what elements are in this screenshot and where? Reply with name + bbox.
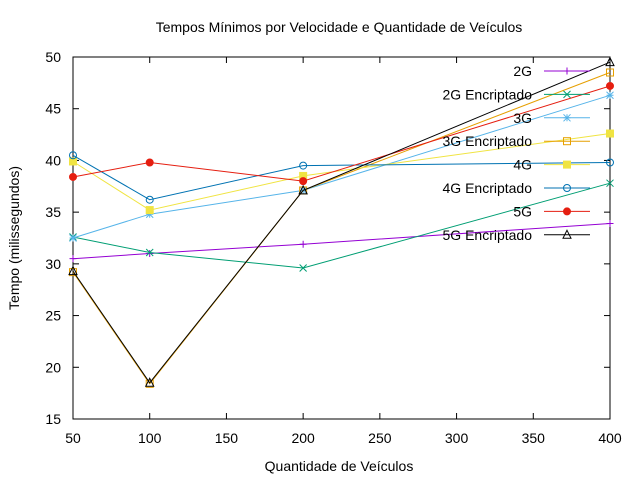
legend-label: 4G Encriptado [443,180,533,196]
legend-entry: 3G [513,110,590,126]
data-point [69,172,77,181]
series-line [72,182,611,269]
x-tick-label: 300 [445,430,469,446]
series-1 [69,220,614,263]
data-point [299,264,307,272]
legend: 2G 2G Encriptado 3G 3G Encriptado 4G 4G Encri… [443,63,590,243]
x-tick-label: 200 [291,430,315,446]
legend-label: 5G [513,203,532,219]
data-point [68,265,78,276]
legend-marker [563,137,571,146]
legend-label: 5G Encriptado [443,227,533,243]
series-8 [68,56,615,387]
data-point [606,68,614,77]
series-line [72,61,611,384]
data-point [145,379,154,388]
x-tick-label: 250 [368,430,392,446]
legend-label: 4G [513,157,532,173]
data-point [605,56,615,67]
data-point [69,268,77,277]
legend-entry: 2G Encriptado [443,86,590,102]
y-tick-label: 20 [45,359,61,375]
x-axis-label: Quantidade de Veículos [265,458,414,474]
y-axis-label: Tempo (milissegundos) [6,166,22,310]
y-tick-label: 40 [45,152,61,168]
data-point [299,240,307,248]
legend-label: 3G [513,110,532,126]
legend-marker [563,113,571,122]
y-tick-label: 50 [45,49,61,65]
legend-entry: 2G [513,63,590,79]
data-point [298,184,308,195]
axes: 50 100 150 200 250 300 350 400 15 20 25 30 35 40 45 50 [45,49,621,446]
y-tick-label: 25 [45,308,61,324]
legend-marker [563,160,571,169]
y-tick-label: 30 [45,256,61,272]
legend-label: 3G Encriptado [443,133,533,149]
data-point [145,195,154,204]
series-line [72,85,611,182]
data-point [69,234,77,242]
series-line [72,154,611,201]
series-7 [69,81,614,186]
data-point [299,161,308,170]
series-6 [69,151,614,204]
data-point [606,129,614,138]
series-line [72,133,611,211]
chart-title: Tempos Mínimos por Velocidade e Quantida… [156,19,523,35]
x-tick-label: 400 [598,430,622,446]
data-point [606,81,614,90]
legend-entry: 4G Encriptado [443,180,590,196]
data-point [69,151,77,160]
x-tick-label: 50 [65,430,81,446]
data-point [606,179,614,188]
data-point [145,206,154,215]
legend-marker [563,67,571,75]
legend-entry: 5G [513,203,590,219]
series-lines [68,56,615,388]
legend-entry: 5G Encriptado [443,227,590,243]
series-line [72,94,611,239]
data-point [145,248,154,257]
data-point [145,158,154,167]
data-point [146,250,154,258]
data-point [69,255,77,263]
data-point [606,158,614,167]
legend-marker [562,229,572,239]
x-tick-label: 100 [138,430,162,446]
legend-marker [563,184,571,192]
x-tick-label: 150 [215,430,239,446]
data-point [145,210,154,219]
x-tick-label: 350 [522,430,546,446]
data-point [144,377,155,387]
y-tick-label: 45 [45,101,61,117]
data-point [69,157,77,166]
y-tick-label: 15 [45,411,61,427]
y-tick-label: 35 [45,204,61,220]
legend-label: 2G [513,63,532,79]
series-line [72,223,611,260]
data-point [606,91,614,100]
legend-marker [563,207,571,216]
series-5 [69,129,614,215]
data-point [299,177,308,186]
legend-entry: 3G Encriptado [443,133,590,149]
legend-marker [563,90,571,99]
data-point [606,220,614,228]
legend-label: 2G Encriptado [443,86,533,102]
legend-entry: 4G [513,157,590,173]
